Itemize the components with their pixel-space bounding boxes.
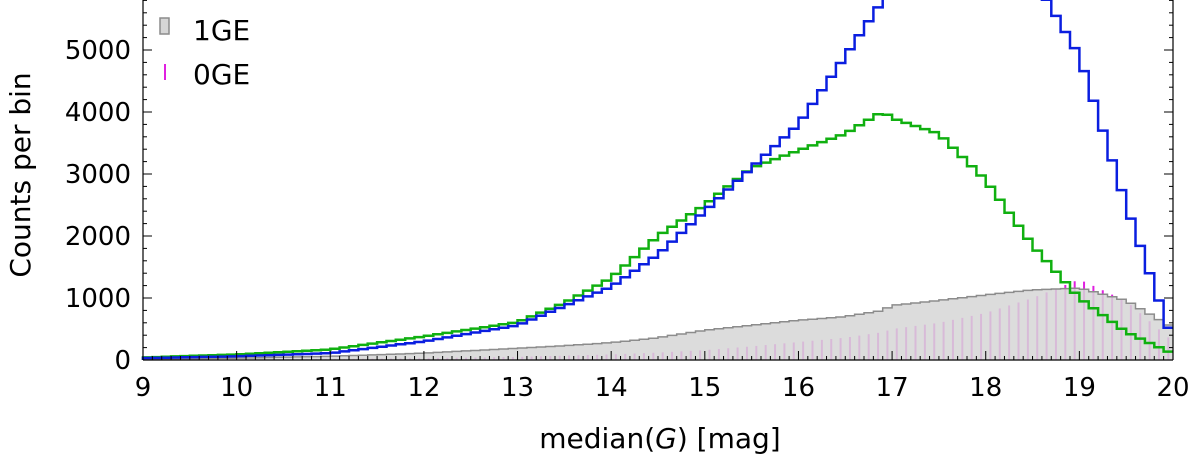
legend-label-0ge: 0GE (193, 58, 250, 91)
y-tick-label: 4000 (65, 98, 131, 128)
x-axis-label: median(G) [mag] (539, 422, 780, 455)
y-tick-label: 6000 (65, 0, 131, 4)
legend-label-1ge: 1GE (193, 14, 250, 47)
x-tick-label: 13 (501, 373, 534, 403)
y-tick-label: 3000 (65, 160, 131, 190)
y-tick-label: 1000 (65, 284, 131, 314)
x-tick-label: 17 (876, 373, 909, 403)
x-tick-label: 11 (314, 373, 347, 403)
x-tick-label: 10 (220, 373, 253, 403)
x-tick-label: 12 (407, 373, 440, 403)
legend-swatch-1ge (159, 17, 170, 35)
y-axis-label: Counts per bin (4, 72, 37, 277)
y-tick-label: 2000 (65, 222, 131, 252)
tick-labels: 9 10 11 12 13 14 15 16 17 18 19 20 0 1000 2000 3000 4000… (65, 0, 1190, 403)
series-blue-line (141, 0, 1173, 360)
legend: 1GE 0GE (159, 14, 250, 91)
series-blue-histogram (141, 0, 1173, 360)
y-tick-label: 5000 (65, 36, 131, 66)
x-tick-label: 18 (969, 373, 1002, 403)
x-tick-label: 14 (595, 373, 628, 403)
x-tick-label: 20 (1156, 373, 1189, 403)
plot-area: 9 10 11 12 13 14 15 16 17 18 19 20 0 1000 2000 3000 4000… (65, 0, 1190, 403)
y-tick-label: 0 (114, 346, 131, 376)
series-green-line (141, 112, 1173, 360)
area-1ge (143, 288, 1173, 360)
x-tick-label: 15 (688, 373, 721, 403)
x-tick-label: 9 (135, 373, 152, 403)
x-tick-label: 16 (782, 373, 815, 403)
series-green-histogram (141, 112, 1173, 360)
series-1ge-histogram (142, 287, 1173, 361)
axes (142, 0, 1174, 361)
x-tick-label: 19 (1063, 373, 1096, 403)
